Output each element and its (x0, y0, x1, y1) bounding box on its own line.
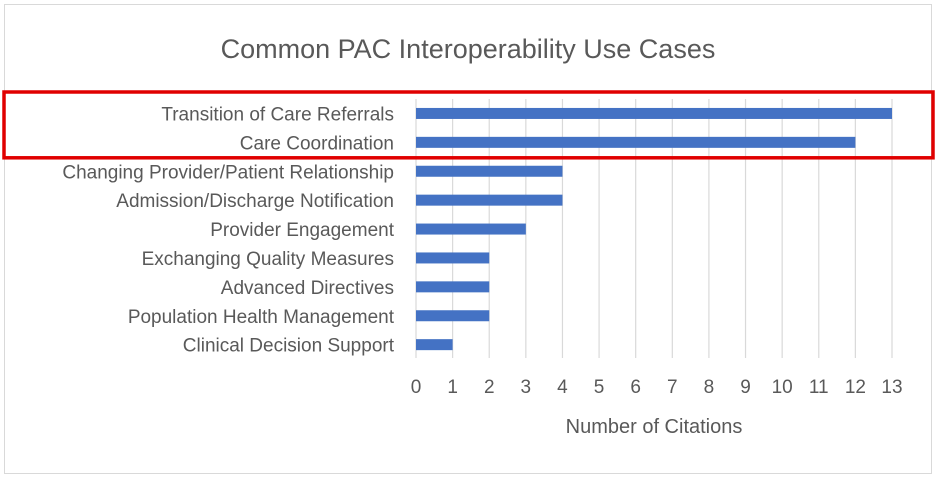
highlight-box (2, 90, 935, 160)
x-tick-label: 6 (630, 377, 641, 398)
bar (416, 223, 526, 235)
category-label: Clinical Decision Support (183, 336, 395, 357)
x-tick-label: 4 (557, 377, 568, 398)
category-labels: Transition of Care Referrals Care Coordin… (62, 104, 394, 356)
category-label: Admission/Discharge Notification (116, 191, 394, 212)
bar (416, 194, 563, 206)
chart-border (4, 4, 932, 474)
bars (416, 107, 892, 351)
x-tick-label: 1 (447, 377, 458, 398)
x-tick-label: 10 (772, 377, 793, 398)
chart-title: Common PAC Interoperability Use Cases (221, 34, 716, 64)
bar (416, 252, 490, 264)
x-tick-label: 2 (484, 377, 495, 398)
category-label: Care Coordination (240, 133, 394, 154)
bar (416, 310, 490, 322)
x-tick-label: 11 (809, 377, 829, 398)
x-tick-label: 9 (740, 377, 751, 398)
x-tick-label: 7 (667, 377, 678, 398)
category-label: Transition of Care Referrals (161, 104, 394, 125)
category-label: Exchanging Quality Measures (142, 249, 394, 270)
bar (416, 165, 563, 177)
category-label: Provider Engagement (210, 220, 394, 241)
bar (416, 339, 453, 351)
category-label: Changing Provider/Patient Relationship (62, 162, 394, 183)
x-tick-label: 5 (594, 377, 605, 398)
bar (416, 107, 892, 119)
x-tick-label: 3 (521, 377, 532, 398)
category-label: Advanced Directives (221, 278, 394, 299)
x-tick-label: 13 (881, 377, 902, 398)
highlight-box-group (2, 90, 935, 160)
x-tick-label: 12 (845, 377, 866, 398)
bar (416, 136, 856, 148)
category-label: Population Health Management (128, 307, 395, 328)
x-axis-label: Number of Citations (566, 416, 743, 438)
x-axis-tick-labels: 0 1 2 3 4 5 6 7 8 9 10 11 12 13 (411, 377, 903, 398)
x-tick-label: 0 (411, 377, 422, 398)
x-tick-label: 8 (704, 377, 715, 398)
bar (416, 281, 490, 293)
